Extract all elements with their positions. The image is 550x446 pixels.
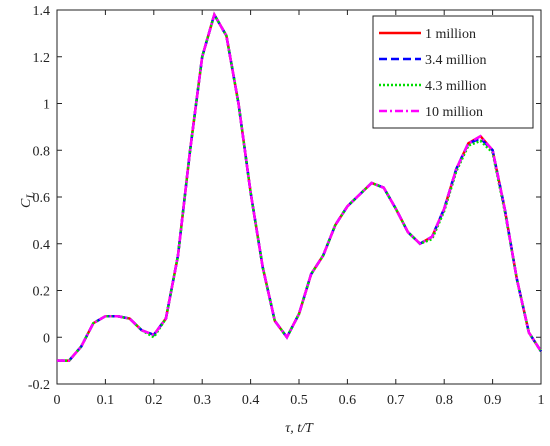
- x-tick-label: 0.3: [193, 393, 211, 408]
- x-tick-label: 0.8: [435, 393, 453, 408]
- y-tick-label: 0: [43, 331, 50, 346]
- y-tick-label: 0.6: [33, 191, 51, 206]
- legend-box: [372, 15, 534, 129]
- y-axis-label-subscript: L: [23, 192, 37, 200]
- legend-label: 1 million: [425, 27, 476, 42]
- y-tick-label: 0.2: [33, 285, 51, 300]
- x-tick-label: 1: [538, 393, 545, 408]
- x-axis-label: τ, t/T: [285, 421, 314, 436]
- y-tick-label: 1.2: [33, 51, 51, 66]
- y-tick-label: 1: [43, 98, 50, 113]
- legend-label: 10 million: [425, 105, 483, 120]
- x-tick-label: 0.1: [97, 393, 115, 408]
- y-tick-label: -0.2: [28, 378, 50, 393]
- x-tick-label: 0.5: [290, 393, 308, 408]
- y-axis-label-main: C: [19, 198, 34, 208]
- x-tick-label: 0.2: [145, 393, 163, 408]
- legend-label: 4.3 million: [425, 79, 486, 94]
- y-tick-label: 0.4: [33, 238, 51, 253]
- y-axis-label: CL: [19, 192, 37, 208]
- y-tick-label: 0.8: [33, 144, 51, 159]
- y-tick-label: 1.4: [33, 4, 51, 19]
- x-tick-label: 0.9: [484, 393, 502, 408]
- x-tick-label: 0.4: [242, 393, 260, 408]
- x-tick-label: 0.6: [339, 393, 357, 408]
- series-line: [57, 11, 543, 362]
- x-tick-label: 0.7: [387, 393, 405, 408]
- legend-label: 3.4 million: [425, 53, 486, 68]
- x-tick-label: 0: [54, 393, 61, 408]
